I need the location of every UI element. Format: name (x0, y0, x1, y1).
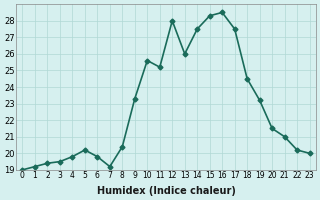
X-axis label: Humidex (Indice chaleur): Humidex (Indice chaleur) (97, 186, 236, 196)
